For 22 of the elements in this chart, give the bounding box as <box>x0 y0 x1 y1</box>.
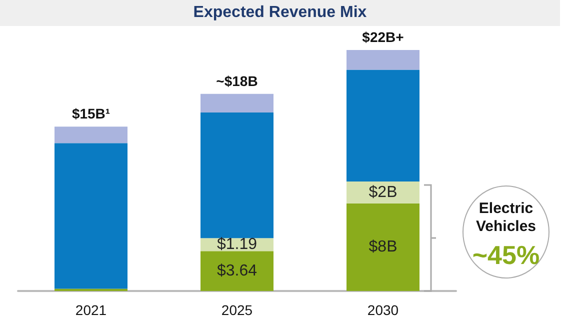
data-label: $1.19 <box>216 236 258 254</box>
bar <box>346 203 420 291</box>
data-label: $3.64 <box>216 262 258 280</box>
x-tick-label: 2021 <box>75 302 107 318</box>
chart-title: Expected Revenue Mix <box>192 4 368 22</box>
total-label: $15B¹ <box>72 106 110 122</box>
data-label: $2B <box>368 184 398 201</box>
bar <box>54 126 128 144</box>
bar <box>346 70 420 182</box>
bar <box>346 50 420 70</box>
text: ~45% <box>471 240 541 270</box>
bar <box>200 94 274 112</box>
x-tick-label: 2030 <box>367 302 399 318</box>
bar <box>346 181 420 204</box>
bar <box>54 143 128 289</box>
x-tick-label: 2025 <box>221 302 253 318</box>
total-label: ~$18B <box>216 72 258 89</box>
text: Electric Vehicles <box>474 200 538 236</box>
bar <box>200 251 274 291</box>
data-label: $8B <box>368 238 398 256</box>
bar <box>200 112 274 238</box>
total-label: $22B+ <box>362 29 404 45</box>
